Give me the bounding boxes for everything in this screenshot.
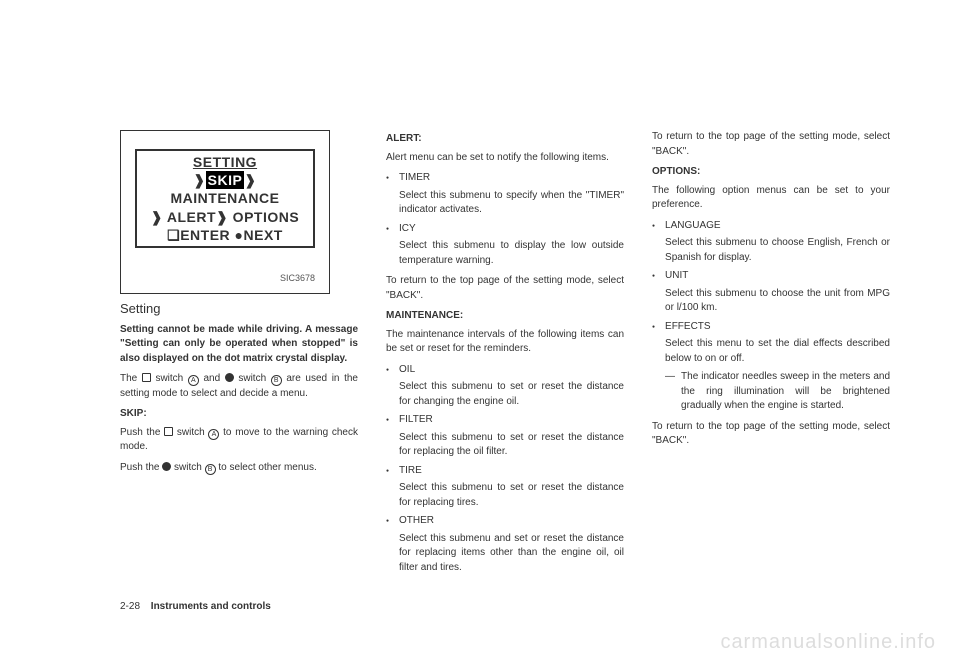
alert-heading: ALERT: <box>386 132 624 147</box>
effects-sub: The indicator needles sweep in the meter… <box>665 370 890 414</box>
list-item: OILSelect this submenu to set or reset t… <box>386 363 624 410</box>
dot-icon <box>225 373 234 382</box>
list-item: TIMERSelect this submenu to specify when… <box>386 171 624 218</box>
options-heading: OPTIONS: <box>652 165 890 180</box>
setting-switch-para: The switch A and switch B are used in th… <box>120 372 358 401</box>
setting-heading: Setting <box>120 300 358 319</box>
list-item: LANGUAGESelect this submenu to choose En… <box>652 219 890 266</box>
options-list: LANGUAGESelect this submenu to choose En… <box>652 219 890 414</box>
illustration-code: SIC3678 <box>135 272 315 285</box>
page-number: 2-28 <box>120 601 140 612</box>
alert-list: TIMERSelect this submenu to specify when… <box>386 171 624 268</box>
maintenance-heading: MAINTENANCE: <box>386 309 624 324</box>
skip-para-1: Push the switch A to move to the warning… <box>120 426 358 455</box>
lcd-row-1: SETTING <box>137 153 313 171</box>
options-intro: The following option menus can be set to… <box>652 184 890 213</box>
list-item: OTHERSelect this submenu and set or rese… <box>386 514 624 575</box>
list-item: ICYSelect this submenu to display the lo… <box>386 222 624 269</box>
square-icon <box>142 373 151 382</box>
maintenance-list: OILSelect this submenu to set or reset t… <box>386 363 624 576</box>
square-icon <box>164 427 173 436</box>
maintenance-intro: The maintenance intervals of the followi… <box>386 328 624 357</box>
list-item: EFFECTS Select this menu to set the dial… <box>652 320 890 414</box>
watermark: carmanualsonline.info <box>720 631 936 654</box>
list-item: TIRESelect this submenu to set or reset … <box>386 464 624 511</box>
circle-a-icon: A <box>188 375 199 386</box>
setting-warning: Setting cannot be made while driving. A … <box>120 323 358 367</box>
page-content: SETTING ❱SKIP❱ MAINTENANCE ❱ ALERT❱ OPTI… <box>120 130 890 581</box>
skip-para-2: Push the switch B to select other menus. <box>120 461 358 476</box>
lcd-row-2: ❱SKIP❱ MAINTENANCE <box>137 171 313 207</box>
list-item: UNITSelect this submenu to choose the un… <box>652 269 890 316</box>
column-3: To return to the top page of the setting… <box>652 130 890 581</box>
circle-b-icon: B <box>271 375 282 386</box>
page-footer: 2-28 Instruments and controls <box>120 601 271 612</box>
skip-heading: SKIP: <box>120 407 358 422</box>
circle-a-icon: A <box>208 429 219 440</box>
lcd-row-4: ❏ENTER ●NEXT <box>137 226 313 244</box>
dot-icon <box>162 462 171 471</box>
list-item: FILTERSelect this submenu to set or rese… <box>386 413 624 460</box>
options-back: To return to the top page of the setting… <box>652 420 890 449</box>
lcd-row-3: ❱ ALERT❱ OPTIONS <box>137 208 313 226</box>
circle-b-icon: B <box>205 464 216 475</box>
maint-back: To return to the top page of the setting… <box>652 130 890 159</box>
section-title: Instruments and controls <box>151 601 271 612</box>
display-illustration: SETTING ❱SKIP❱ MAINTENANCE ❱ ALERT❱ OPTI… <box>120 130 330 294</box>
alert-intro: Alert menu can be set to notify the foll… <box>386 151 624 166</box>
lcd-screen: SETTING ❱SKIP❱ MAINTENANCE ❱ ALERT❱ OPTI… <box>135 149 315 248</box>
column-1: SETTING ❱SKIP❱ MAINTENANCE ❱ ALERT❱ OPTI… <box>120 130 358 581</box>
column-2: ALERT: Alert menu can be set to notify t… <box>386 130 624 581</box>
alert-back: To return to the top page of the setting… <box>386 274 624 303</box>
